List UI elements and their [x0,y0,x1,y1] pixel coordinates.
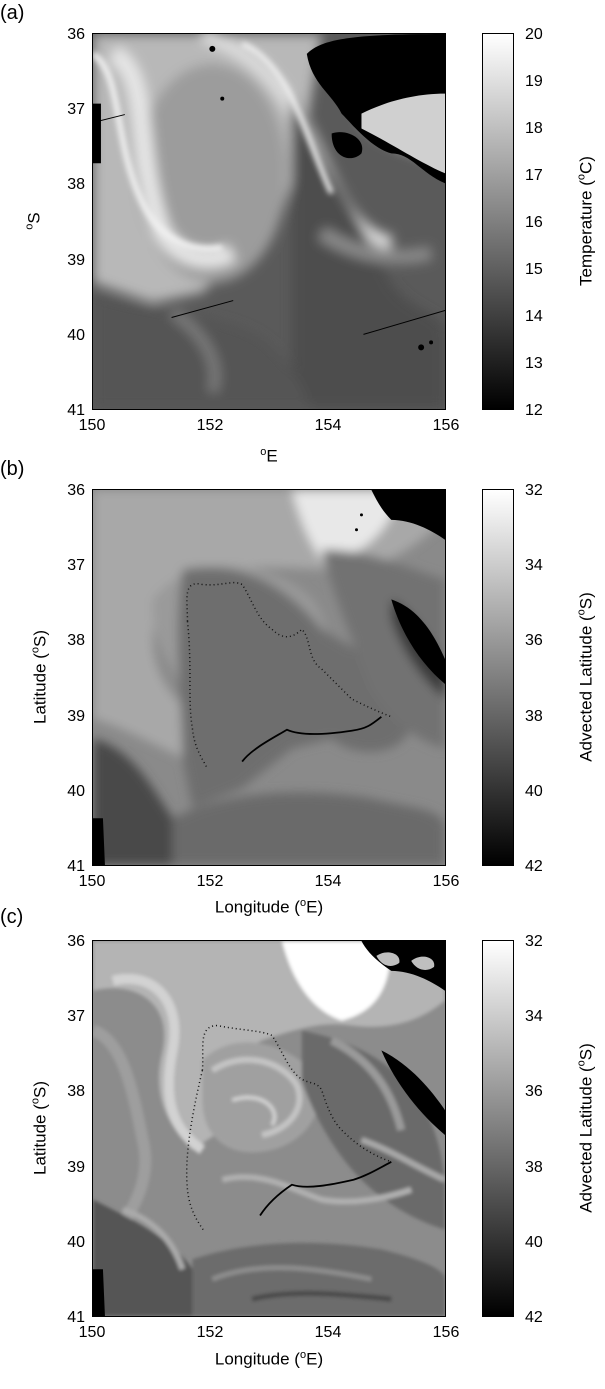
colorbar-tick-label: 32 [525,482,543,499]
colorbar-tick-label: 42 [525,1309,543,1326]
panel-a: (a) [0,0,605,466]
x-tick-label: 154 [314,417,342,434]
colorbar-tick-label: 36 [525,632,543,649]
colorbar-label: Advected Latitude (oS) [575,592,596,762]
x-tick-label: 154 [314,1324,342,1341]
colorbar-tick-label: 38 [525,708,543,725]
y-tick-label: 39 [67,1159,85,1176]
panel-b: (b) [0,458,605,918]
y-tick-label: 38 [67,176,85,193]
y-tick-label: 41 [67,858,85,875]
colorbar-tick-label: 14 [525,308,543,325]
colorbar-tick-label: 40 [525,783,543,800]
panel-c: (c) [0,906,605,1369]
temperature-map [92,33,446,410]
y-tick-label: 36 [67,482,85,499]
colorbar-tick-label: 42 [525,858,543,875]
colorbar-label: Temperature (oC) [575,156,596,286]
colorbar-tick-label: 40 [525,1234,543,1251]
x-axis-label: oE [260,446,278,466]
y-tick-label: 40 [67,327,85,344]
temperature-field [93,34,445,409]
y-tick-label: 39 [67,252,85,269]
y-tick-label: 37 [67,101,85,118]
colorbar-tick-label: 36 [525,1083,543,1100]
y-tick-label: 41 [67,1309,85,1326]
colorbar-tick-label: 16 [525,214,543,231]
colorbar-tick-label: 17 [525,167,543,184]
colorbar [482,489,514,866]
x-tick-label: 156 [432,1324,460,1341]
y-axis-label: oS [23,212,44,230]
colorbar-tick-label: 15 [525,261,543,278]
colorbar-tick-label: 19 [525,73,543,90]
colorbar-tick-label: 32 [525,933,543,950]
y-tick-label: 36 [67,26,85,43]
panel-label: (b) [0,458,25,480]
y-tick-label: 40 [67,783,85,800]
y-tick-label: 37 [67,1008,85,1025]
y-tick-label: 37 [67,557,85,574]
x-tick-label: 150 [78,1324,106,1341]
colorbar-tick-label: 13 [525,355,543,372]
x-tick-label: 152 [196,873,224,890]
x-tick-label: 152 [196,1324,224,1341]
x-tick-label: 156 [432,417,460,434]
advected-latitude-map [92,940,446,1317]
y-tick-label: 41 [67,402,85,419]
colorbar-tick-label: 18 [525,120,543,137]
x-tick-label: 154 [314,873,342,890]
x-tick-label: 150 [78,873,106,890]
colorbar-tick-label: 34 [525,1008,543,1025]
advected-latitude-map [92,489,446,866]
panel-label: (a) [0,2,25,24]
x-tick-label: 152 [196,417,224,434]
advected-latitude-field [93,941,445,1316]
y-axis-label: Latitude (oS) [29,1080,50,1176]
panel-label: (c) [0,906,24,928]
x-axis-label: Longitude (oE) [214,897,324,917]
colorbar-tick-label: 20 [525,26,543,43]
y-tick-label: 38 [67,1083,85,1100]
colorbar-tick-label: 12 [525,402,543,419]
colorbar [482,33,514,410]
y-tick-label: 36 [67,933,85,950]
colorbar [482,940,514,1317]
y-axis-label: Latitude (oS) [29,629,50,725]
colorbar-label: Advected Latitude (oS) [575,1043,596,1213]
y-tick-label: 38 [67,632,85,649]
colorbar-tick-label: 38 [525,1159,543,1176]
advected-latitude-field [93,490,445,865]
x-tick-label: 156 [432,873,460,890]
colorbar-tick-label: 34 [525,557,543,574]
y-tick-label: 40 [67,1234,85,1251]
x-tick-label: 150 [78,417,106,434]
x-axis-label: Longitude (oE) [214,1349,324,1369]
y-tick-label: 39 [67,708,85,725]
